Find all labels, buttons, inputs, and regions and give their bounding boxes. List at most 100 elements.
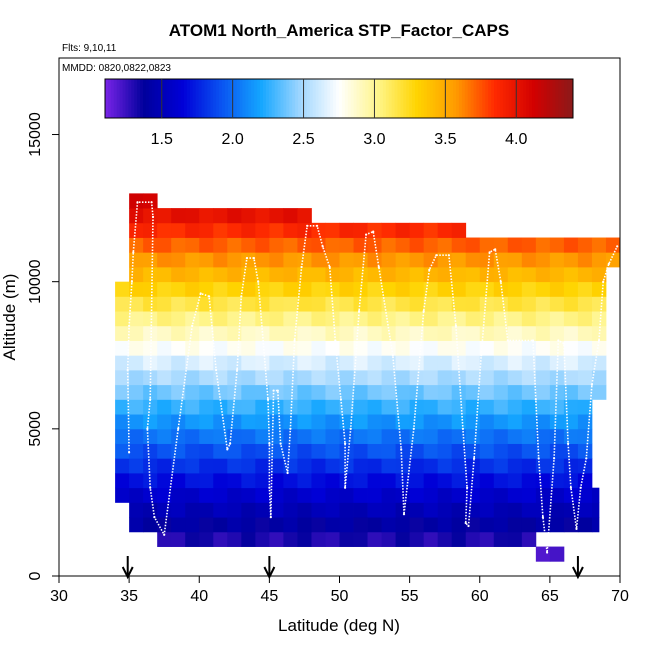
heatmap-cell <box>381 340 396 356</box>
colorbar-segment <box>295 79 299 118</box>
colorbar-segment <box>464 79 469 118</box>
heatmap-cell <box>437 222 453 238</box>
heatmap-cell <box>339 502 354 518</box>
colorbar-segment <box>356 79 360 118</box>
heatmap-cell <box>143 325 158 341</box>
colorbar-segment <box>309 79 314 118</box>
heatmap-cell <box>521 517 537 533</box>
heatmap-cell <box>409 443 425 459</box>
colorbar-segment <box>400 79 404 118</box>
flight-track-point <box>607 262 610 266</box>
heatmap-cell <box>171 399 186 415</box>
heatmap-cell <box>241 384 256 400</box>
colorbar-segment <box>432 79 437 118</box>
heatmap-cell <box>507 340 523 356</box>
heatmap-cell <box>577 443 593 459</box>
heatmap-cell <box>311 237 326 253</box>
heatmap-cell <box>563 502 579 518</box>
heatmap-cell <box>213 414 228 430</box>
colorbar-segment <box>403 79 407 118</box>
heatmap-cell <box>535 384 551 400</box>
heatmap-cell <box>199 222 214 238</box>
flight-track-point <box>279 442 282 445</box>
heatmap-cell <box>157 414 172 430</box>
heatmap-cell <box>381 252 396 268</box>
flight-track-point <box>602 280 605 283</box>
heatmap-cell <box>269 311 284 327</box>
heatmap-cell <box>185 252 200 268</box>
heatmap-cell <box>199 311 214 327</box>
colorbar-segment <box>262 79 267 118</box>
heatmap-cell <box>185 517 200 533</box>
heatmap-cell <box>185 340 200 356</box>
heatmap-cell <box>409 237 425 253</box>
flight-track-point <box>590 383 594 386</box>
heatmap-cell <box>381 296 396 312</box>
flight-track-point <box>597 339 601 342</box>
heatmap-cell <box>507 325 523 341</box>
heatmap-cell <box>129 414 144 430</box>
heatmap-cell <box>269 414 284 430</box>
colorbar-segment <box>330 79 334 118</box>
heatmap-cell <box>591 384 607 400</box>
heatmap-cell <box>227 296 242 312</box>
heatmap-cell <box>185 311 200 327</box>
heatmap-cell <box>283 252 298 268</box>
colorbar-segment <box>365 79 369 118</box>
colorbar-segment <box>344 79 349 118</box>
heatmap-cell <box>409 384 425 400</box>
heatmap-cell <box>465 266 481 283</box>
heatmap-cell <box>213 266 228 283</box>
heatmap-cell <box>493 458 509 474</box>
heatmap-cell <box>185 531 200 547</box>
heatmap-cell <box>535 487 551 503</box>
heatmap-cell <box>311 399 326 415</box>
flight-track-point <box>146 427 149 430</box>
heatmap-cell <box>493 428 509 444</box>
heatmap-cell <box>213 443 228 459</box>
flights-note: Flts: 9,10,11 <box>62 43 117 54</box>
flight-track-point <box>506 339 509 342</box>
colorbar-segment <box>105 79 109 118</box>
heatmap-cell <box>353 414 368 430</box>
heatmap-cell <box>577 266 593 283</box>
heatmap-cell <box>325 443 340 459</box>
flight-track-line <box>126 201 618 554</box>
heatmap-cell <box>479 355 495 371</box>
heatmap-cell <box>409 399 425 415</box>
flight-track-point <box>191 324 194 327</box>
heatmap-cell <box>269 487 284 503</box>
heatmap-cell <box>227 531 242 547</box>
heatmap-cell <box>213 487 228 503</box>
flight-track-point <box>276 389 279 392</box>
heatmap-cell <box>227 355 242 371</box>
heatmap-cell <box>115 414 130 430</box>
heatmap-cell <box>199 487 214 503</box>
heatmap-cell <box>479 296 495 312</box>
heatmap-cell <box>297 340 312 356</box>
heatmap-cell <box>409 252 425 268</box>
heatmap-cell <box>451 266 467 283</box>
heatmap-cell <box>185 458 200 474</box>
flight-track-point <box>488 251 491 254</box>
heatmap-cell <box>549 546 565 562</box>
heatmap-cell <box>353 222 368 238</box>
heatmap-cell <box>521 428 537 444</box>
heatmap-cell <box>577 487 593 503</box>
heatmap-cell <box>283 458 298 474</box>
heatmap-cell <box>549 472 565 489</box>
heatmap-cell <box>437 237 453 253</box>
flight-track-point <box>562 342 566 345</box>
heatmap-cell <box>423 252 439 268</box>
heatmap-cell <box>493 502 509 518</box>
colorbar-segment <box>324 79 328 118</box>
heatmap-cell <box>283 296 298 312</box>
heatmap-cell <box>577 384 593 400</box>
heatmap-cell <box>339 458 354 474</box>
heatmap-cell <box>367 222 382 238</box>
flight-track-point <box>215 368 218 372</box>
heatmap-cell <box>437 325 453 341</box>
heatmap-cell <box>549 355 565 371</box>
heatmap-cell <box>129 487 144 503</box>
heatmap-cell <box>227 458 242 474</box>
